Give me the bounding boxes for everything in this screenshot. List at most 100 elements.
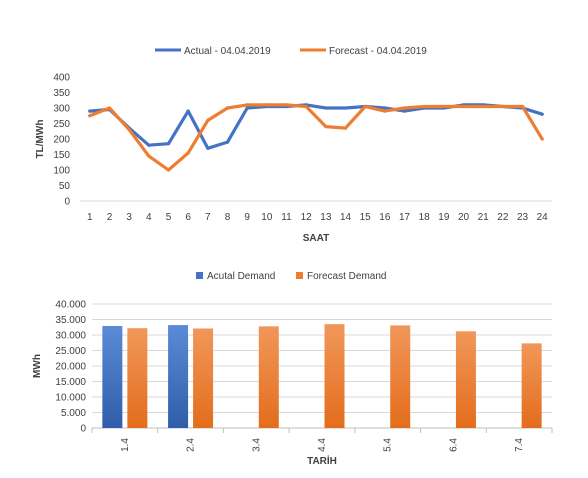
y-tick-label: 50 bbox=[59, 181, 71, 192]
data-point-series-1 bbox=[206, 146, 210, 150]
y-tick-label: 30.000 bbox=[55, 331, 86, 342]
legend-label-2: Forecast - 04.04.2019 bbox=[329, 46, 427, 57]
y-tick-label: 35.000 bbox=[55, 315, 86, 326]
bar-actual bbox=[168, 325, 189, 428]
bar-chart: Acutal Demand Forecast Demand 0 5.000 10.000… bbox=[32, 271, 553, 467]
x-tick-label: 15 bbox=[360, 212, 372, 223]
y-tick-label: 250 bbox=[53, 119, 70, 130]
data-point-series-1 bbox=[540, 112, 544, 116]
y-tick-label: 10.000 bbox=[55, 393, 86, 404]
x-tick-label: 10 bbox=[261, 212, 273, 223]
bar-forecast bbox=[390, 325, 411, 428]
data-point-series-1 bbox=[383, 106, 387, 110]
x-tick-label: 2 bbox=[107, 212, 113, 223]
y-axis-title: MWh bbox=[32, 354, 43, 378]
x-tick-label: 9 bbox=[244, 212, 250, 223]
y-tick-label: 350 bbox=[53, 88, 70, 99]
bar-actual bbox=[102, 326, 123, 428]
x-tick-label: 6.4 bbox=[448, 438, 459, 452]
x-tick-label: 2.4 bbox=[186, 438, 197, 452]
data-point-series-1 bbox=[166, 142, 171, 146]
legend-label-1: Acutal Demand bbox=[207, 271, 275, 282]
data-point-series-2 bbox=[481, 104, 485, 109]
x-tick-label: 5.4 bbox=[383, 438, 394, 452]
bar-forecast bbox=[521, 343, 542, 428]
data-point-series-2 bbox=[363, 104, 367, 109]
x-axis-title: SAAT bbox=[303, 233, 329, 244]
y-tick-label: 15.000 bbox=[55, 377, 86, 388]
y-tick-label: 5.000 bbox=[61, 408, 86, 419]
data-point-series-1 bbox=[343, 106, 348, 110]
legend-swatch-1 bbox=[196, 272, 203, 279]
data-point-series-1 bbox=[324, 106, 328, 110]
data-point-series-2 bbox=[265, 103, 269, 107]
data-point-series-2 bbox=[206, 118, 210, 122]
data-point-series-1 bbox=[186, 109, 190, 113]
y-tick-label: 25.000 bbox=[55, 346, 86, 357]
y-tick-label: 150 bbox=[53, 150, 70, 161]
bar-forecast bbox=[455, 331, 476, 428]
x-tick-label: 16 bbox=[379, 212, 391, 223]
line-chart: Actual - 04.04.2019 Forecast - 04.04.2019… bbox=[35, 46, 552, 244]
x-tick-label: 20 bbox=[458, 212, 470, 223]
y-tick-label: 20.000 bbox=[55, 362, 86, 373]
data-point-series-2 bbox=[88, 114, 92, 118]
data-point-series-2 bbox=[107, 106, 112, 110]
data-point-series-2 bbox=[147, 154, 151, 158]
y-tick-label: 40.000 bbox=[55, 300, 86, 311]
x-tick-label: 7 bbox=[205, 212, 211, 223]
x-tick-label: 11 bbox=[281, 212, 292, 223]
x-tick-label: 1 bbox=[87, 212, 93, 223]
data-point-series-2 bbox=[166, 168, 171, 172]
x-tick-label: 19 bbox=[438, 212, 450, 223]
x-tick-label: 3 bbox=[126, 212, 132, 223]
data-point-series-2 bbox=[324, 125, 328, 129]
legend-label-1: Actual - 04.04.2019 bbox=[184, 46, 271, 57]
x-tick-label: 24 bbox=[537, 212, 549, 223]
data-point-series-2 bbox=[186, 151, 190, 155]
x-tick-label: 6 bbox=[185, 212, 191, 223]
data-point-series-1 bbox=[402, 109, 407, 113]
x-tick-label: 1.4 bbox=[120, 438, 131, 452]
x-tick-label: 18 bbox=[419, 212, 431, 223]
y-tick-label: 0 bbox=[80, 424, 86, 435]
x-tick-label: 14 bbox=[340, 212, 352, 223]
data-point-series-1 bbox=[88, 109, 92, 113]
bar-forecast bbox=[258, 326, 279, 428]
x-tick-label: 4.4 bbox=[317, 438, 328, 452]
x-tick-label: 21 bbox=[478, 212, 490, 223]
y-tick-label: 0 bbox=[64, 197, 70, 208]
data-point-series-2 bbox=[540, 137, 544, 141]
x-tick-label: 22 bbox=[497, 212, 509, 223]
data-point-series-2 bbox=[442, 104, 446, 109]
data-point-series-2 bbox=[343, 126, 348, 130]
series-line-2 bbox=[88, 103, 544, 172]
data-point-series-1 bbox=[147, 143, 151, 147]
series-line-1 bbox=[88, 103, 544, 150]
legend-swatch-2 bbox=[296, 272, 303, 279]
x-tick-label: 12 bbox=[301, 212, 313, 223]
data-point-series-2 bbox=[501, 104, 505, 109]
data-point-series-2 bbox=[304, 104, 308, 109]
x-tick-label: 13 bbox=[320, 212, 332, 223]
y-tick-label: 300 bbox=[53, 104, 70, 115]
data-point-series-2 bbox=[127, 128, 131, 132]
y-tick-label: 400 bbox=[53, 73, 70, 84]
x-tick-label: 17 bbox=[399, 212, 411, 223]
x-tick-label: 5 bbox=[166, 212, 172, 223]
data-point-series-2 bbox=[225, 106, 230, 110]
data-point-series-2 bbox=[402, 106, 407, 110]
x-tick-label: 7.4 bbox=[514, 438, 525, 452]
y-tick-label: 100 bbox=[53, 166, 70, 177]
data-point-series-2 bbox=[284, 103, 289, 107]
data-point-series-2 bbox=[422, 104, 426, 109]
data-point-series-2 bbox=[520, 104, 525, 109]
y-axis-title: TL/MWh bbox=[35, 120, 46, 159]
bar-forecast bbox=[193, 328, 214, 428]
x-tick-label: 4 bbox=[146, 212, 152, 223]
data-point-series-2 bbox=[383, 109, 387, 113]
data-point-series-1 bbox=[225, 140, 230, 144]
bar-forecast bbox=[127, 328, 148, 428]
x-tick-label: 23 bbox=[517, 212, 529, 223]
